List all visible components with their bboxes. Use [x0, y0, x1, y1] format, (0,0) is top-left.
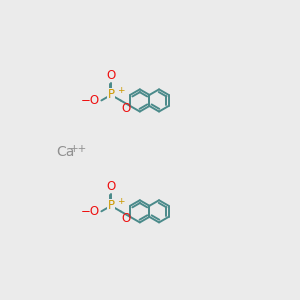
Text: P: P: [107, 88, 115, 101]
Text: +: +: [117, 86, 124, 95]
Text: O: O: [106, 69, 116, 82]
Text: P: P: [107, 199, 115, 212]
Text: ++: ++: [70, 144, 87, 154]
Text: O: O: [121, 102, 130, 115]
Text: O: O: [121, 212, 130, 226]
Text: +: +: [117, 197, 124, 206]
Text: −O: −O: [81, 94, 100, 107]
Text: Ca: Ca: [57, 145, 75, 158]
Text: O: O: [106, 180, 116, 193]
Text: −O: −O: [81, 205, 100, 218]
